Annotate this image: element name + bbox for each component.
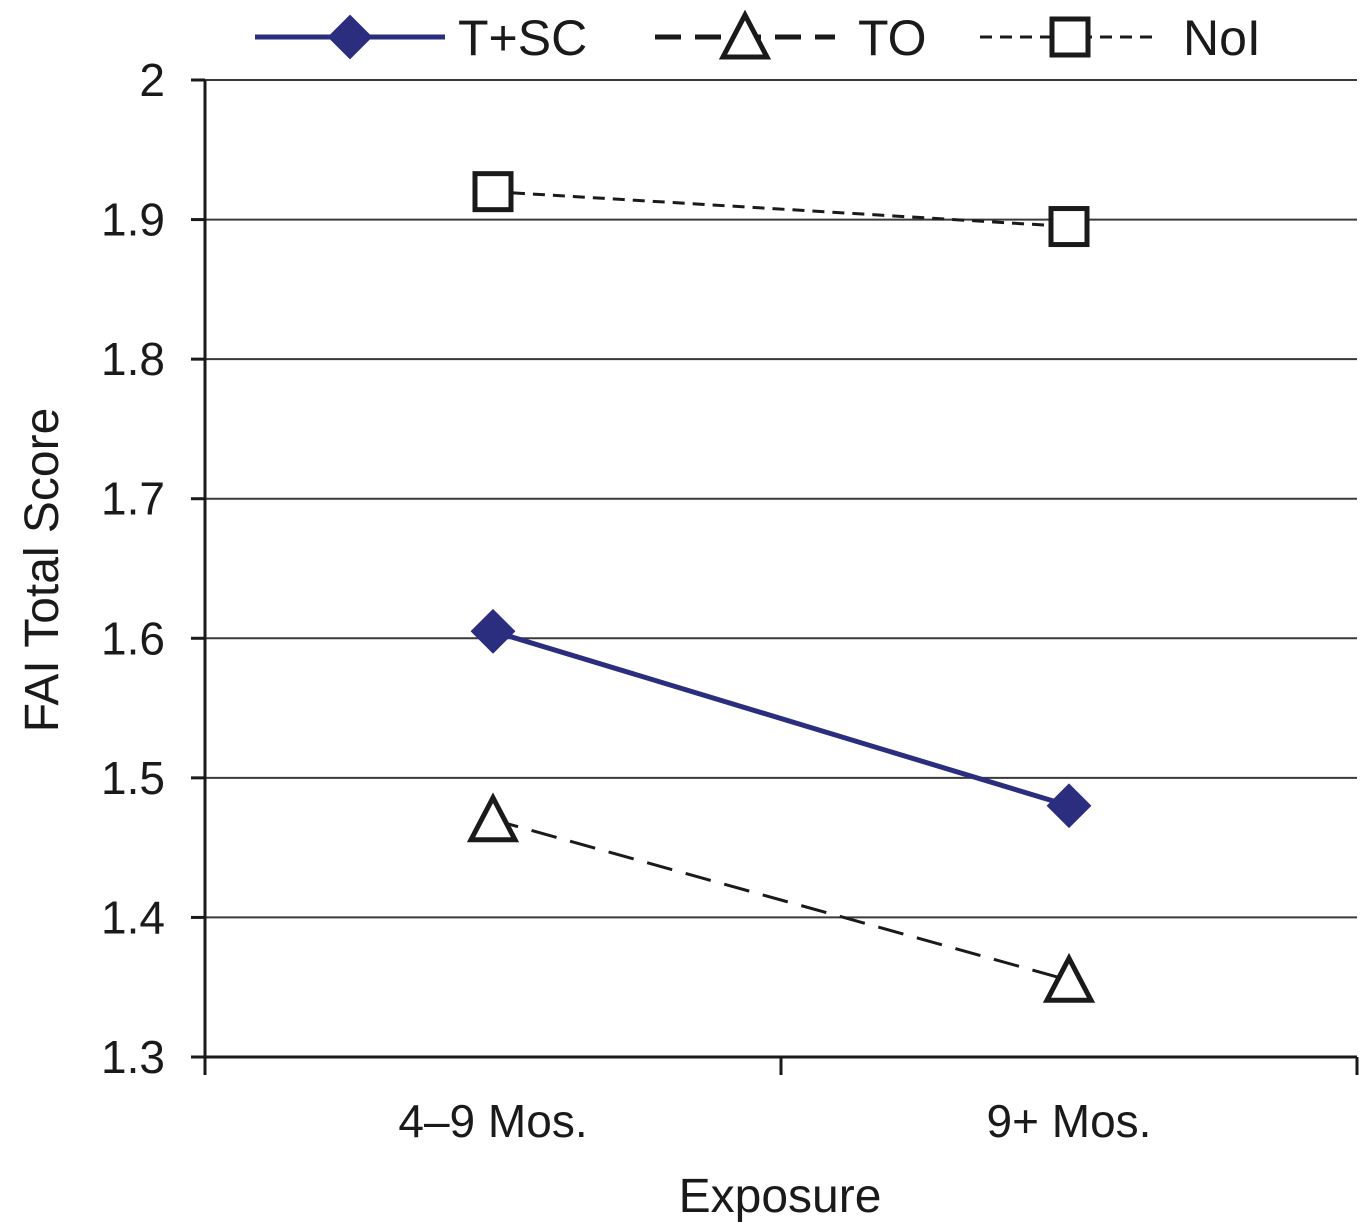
series-layer [466,171,1096,1003]
legend-label-2: NoI [1183,10,1261,66]
y-tick-label-6: 1.9 [101,194,165,246]
x-tick-label-0: 4–9 Mos. [398,1095,587,1147]
legend: T+SC TO NoI [255,9,1261,66]
x-axis-title: Exposure [679,1170,882,1223]
series-NoI [472,171,1090,248]
y-tick-label-1: 1.4 [101,891,165,943]
legend-marker-2 [1049,16,1091,58]
gridlines [205,79,1357,1058]
series-T+SC [470,608,1092,829]
legend-item-1: TO [655,9,927,66]
data-point-2-0 [472,171,514,213]
y-axis-title: FAI Total Score [16,408,69,733]
data-point-0-1 [1046,783,1092,829]
data-point-2-1 [1048,206,1090,248]
legend-item-0: T+SC [255,10,587,66]
y-tick-label-5: 1.8 [101,333,165,385]
data-point-1-1 [1042,952,1096,1003]
legend-label-0: T+SC [458,10,587,66]
legend-marker-0 [327,14,373,60]
legend-marker-1 [718,9,772,60]
series-line-0 [492,628,1070,809]
tick-labels: 1.3 1.4 1.5 1.6 1.7 1.8 1.9 2 4–9 Mos. 9+ Mos. [101,54,1151,1147]
series-line-1 [492,818,1070,982]
x-tick-label-1: 9+ Mos. [987,1095,1152,1147]
data-point-0-0 [470,608,516,654]
y-tick-label-4: 1.7 [101,473,165,525]
series-line-2 [492,190,1070,229]
y-tick-label-0: 1.3 [101,1031,165,1083]
y-tick-label-7: 2 [139,54,165,106]
data-point-1-0 [466,792,520,843]
axes [191,78,1359,1075]
y-tick-label-3: 1.6 [101,612,165,664]
y-tick-label-2: 1.5 [101,752,165,804]
legend-label-1: TO [858,10,927,66]
legend-item-2: NoI [980,10,1261,66]
series-TO [466,792,1096,1003]
